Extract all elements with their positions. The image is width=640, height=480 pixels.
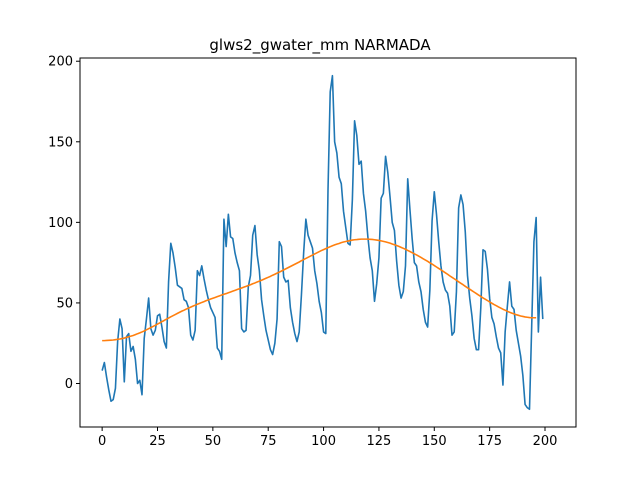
- y-tick-label: 150: [48, 135, 73, 150]
- axes-frame: [79, 57, 577, 428]
- y-tick-label: 200: [48, 55, 73, 70]
- y-tick-label: 0: [65, 377, 73, 392]
- x-tick-label: 150: [422, 434, 447, 449]
- y-tick-label: 100: [48, 216, 73, 231]
- x-tick-label: 125: [367, 434, 392, 449]
- x-tick-label: 25: [149, 434, 166, 449]
- chart-title: glws2_gwater_mm NARMADA: [209, 36, 431, 55]
- series-layer: [101, 74, 544, 411]
- x-tick-label: 50: [205, 434, 222, 449]
- series-line-2: [102, 238, 537, 342]
- x-axis: 0 25 50 75 100 125 150 175 200: [98, 427, 557, 449]
- y-tick-label: 50: [56, 296, 73, 311]
- y-axis: 0 50 100 150 200: [48, 55, 80, 392]
- x-tick-label: 100: [311, 434, 336, 449]
- x-tick-label: 200: [533, 434, 558, 449]
- x-tick-label: 0: [98, 434, 106, 449]
- x-tick-label: 175: [477, 434, 502, 449]
- x-tick-label: 75: [260, 434, 277, 449]
- series-line-1: [101, 74, 544, 411]
